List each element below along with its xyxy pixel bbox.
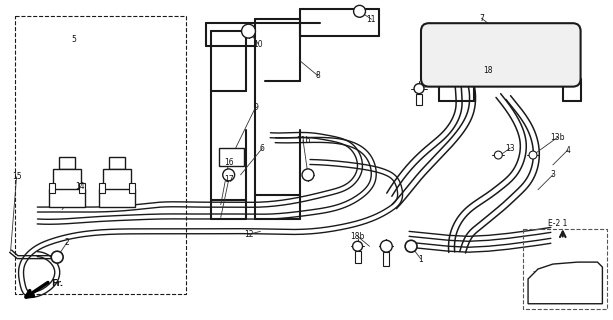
Bar	[523, 229, 607, 309]
Bar	[354, 251, 360, 263]
Text: E-2 1: E-2 1	[548, 219, 568, 228]
Text: 8: 8	[316, 71, 320, 80]
Circle shape	[529, 151, 537, 159]
Text: 18b: 18b	[351, 232, 365, 241]
Bar	[99, 189, 134, 207]
Polygon shape	[528, 262, 603, 304]
Text: 3: 3	[550, 170, 555, 180]
Text: 13: 13	[505, 144, 515, 153]
Bar	[416, 93, 422, 106]
Text: Fr.: Fr.	[51, 279, 63, 288]
Circle shape	[405, 240, 417, 252]
FancyBboxPatch shape	[421, 23, 581, 87]
Circle shape	[51, 251, 63, 263]
Circle shape	[494, 151, 502, 159]
Text: 10: 10	[254, 39, 263, 49]
Text: 17: 17	[224, 175, 234, 184]
Bar	[49, 183, 55, 193]
Bar	[383, 252, 389, 266]
Text: 4: 4	[565, 146, 570, 155]
Circle shape	[380, 240, 392, 252]
Bar	[49, 189, 85, 207]
Text: 5: 5	[72, 35, 77, 44]
Bar	[59, 157, 75, 169]
Circle shape	[223, 169, 235, 181]
Text: 15: 15	[12, 172, 21, 181]
Text: 13b: 13b	[550, 133, 565, 142]
Text: 6: 6	[260, 144, 265, 153]
Circle shape	[242, 24, 256, 38]
Text: 14: 14	[75, 182, 85, 191]
Text: 11b: 11b	[296, 136, 310, 145]
Bar	[53, 169, 81, 201]
Circle shape	[414, 84, 424, 93]
Text: 9: 9	[253, 103, 258, 112]
Bar	[129, 183, 134, 193]
Circle shape	[302, 169, 314, 181]
Bar	[99, 183, 105, 193]
Text: 18: 18	[484, 66, 493, 75]
Bar	[103, 169, 131, 201]
Bar	[219, 148, 243, 166]
Circle shape	[352, 241, 362, 251]
Bar	[109, 157, 124, 169]
Circle shape	[354, 5, 365, 17]
Bar	[79, 183, 85, 193]
Text: 16: 16	[224, 158, 234, 167]
Text: 7: 7	[479, 14, 484, 23]
Text: 2: 2	[65, 238, 69, 247]
Text: 12: 12	[244, 230, 253, 239]
Text: 1: 1	[419, 255, 424, 264]
Text: 11: 11	[367, 15, 376, 24]
